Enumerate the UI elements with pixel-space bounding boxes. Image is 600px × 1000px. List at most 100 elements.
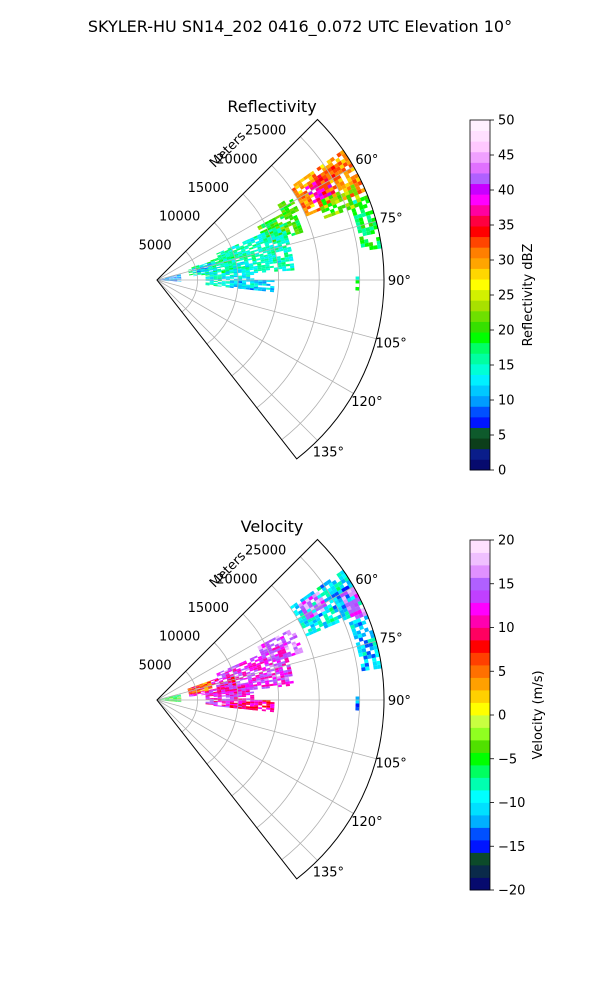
data-cell	[238, 672, 243, 676]
data-cell	[370, 633, 376, 639]
data-cell	[173, 278, 178, 280]
data-cell	[353, 191, 359, 197]
data-cell	[355, 700, 360, 704]
data-cell	[238, 281, 243, 283]
data-cell	[318, 612, 324, 618]
data-cell	[266, 236, 272, 240]
data-cell	[224, 249, 229, 253]
data-cell	[240, 246, 245, 250]
data-cell	[284, 237, 289, 241]
data-cell	[245, 270, 250, 273]
data-cell	[173, 700, 178, 702]
data-cell	[164, 697, 169, 699]
data-cell	[254, 659, 260, 663]
data-cell	[369, 245, 374, 251]
data-cell	[287, 653, 292, 658]
data-cell	[240, 263, 245, 266]
data-cell	[304, 185, 310, 191]
data-cell	[250, 281, 255, 284]
data-cell	[294, 184, 300, 190]
data-cell	[247, 254, 252, 258]
data-cell	[253, 286, 259, 289]
data-cell	[338, 208, 344, 214]
data-cell	[360, 644, 366, 649]
data-cell	[238, 662, 243, 666]
colorbar-swatch	[470, 877, 490, 891]
colorbar-tick-label: 10	[498, 394, 515, 409]
data-cell	[320, 198, 326, 203]
data-cell	[188, 689, 193, 692]
data-cell	[270, 287, 275, 291]
radial-tick-label: 5000	[139, 658, 172, 673]
data-cell	[320, 607, 326, 613]
data-cell	[357, 609, 363, 615]
azimuth-tick-label: 135°	[313, 865, 344, 880]
data-cell	[289, 216, 294, 221]
data-cell	[373, 225, 379, 230]
data-cell	[325, 608, 331, 614]
data-cell	[224, 684, 229, 687]
data-cell	[161, 698, 165, 700]
data-cell	[221, 283, 226, 285]
data-cell	[228, 265, 233, 268]
data-cell	[289, 636, 294, 641]
data-cell	[275, 215, 280, 220]
data-cell	[258, 237, 263, 241]
data-cell	[317, 200, 323, 205]
colorbar-swatch	[470, 363, 490, 375]
range-ring	[256, 585, 320, 829]
data-cell	[233, 284, 238, 286]
data-cell	[238, 255, 244, 258]
data-cell	[268, 639, 273, 643]
data-cell	[197, 273, 202, 276]
data-cell	[173, 280, 178, 282]
data-cell	[283, 249, 288, 253]
data-cell	[204, 268, 209, 270]
data-cell	[264, 663, 270, 667]
data-cell	[228, 250, 234, 254]
data-cell	[265, 232, 270, 236]
data-cell	[271, 250, 276, 254]
data-cell	[355, 286, 360, 291]
data-cell	[221, 673, 226, 677]
data-cell	[251, 677, 257, 680]
data-cell	[199, 265, 204, 267]
data-cell	[252, 258, 257, 262]
data-cell	[205, 698, 210, 700]
data-cell	[217, 277, 222, 279]
data-cell	[313, 621, 319, 627]
data-cell	[292, 634, 298, 639]
data-cell	[321, 610, 327, 616]
data-cell	[280, 637, 286, 642]
data-cell	[242, 276, 247, 279]
data-cell	[253, 669, 259, 673]
data-cell	[247, 243, 253, 247]
data-cell	[308, 595, 314, 601]
data-cell	[228, 684, 233, 687]
data-cell	[300, 614, 306, 620]
data-cell	[247, 676, 252, 679]
data-cell	[263, 657, 268, 662]
data-cell	[281, 650, 287, 655]
data-cell	[188, 271, 193, 273]
data-cell	[253, 269, 258, 272]
data-cell	[253, 687, 258, 690]
data-cell	[229, 269, 234, 272]
data-cell	[250, 704, 255, 707]
data-cell	[209, 275, 214, 277]
data-cell	[376, 660, 382, 666]
data-cell	[225, 286, 230, 288]
data-cell	[285, 679, 290, 682]
data-cell	[242, 242, 248, 246]
data-cell	[192, 693, 197, 695]
data-cell	[250, 280, 255, 282]
data-cell	[268, 255, 273, 259]
colorbar-tick-label: 15	[498, 577, 515, 592]
range-ring	[231, 193, 279, 377]
data-cell	[165, 698, 170, 700]
data-cell	[270, 702, 275, 705]
data-cell	[260, 681, 266, 684]
data-cell	[254, 281, 259, 284]
data-cell	[169, 277, 173, 279]
